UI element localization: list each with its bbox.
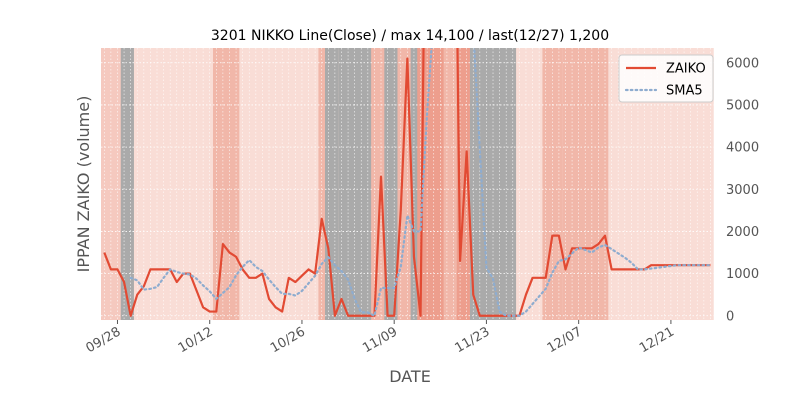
y-tick-label: 3000 — [726, 183, 759, 198]
y-tick-label: 1000 — [726, 267, 759, 282]
legend: ZAIKO SMA5 — [618, 54, 714, 103]
series-line-zaiko — [103, 48, 711, 317]
chart-title: 3201 NIKKO Line(Close) / max 14,100 / la… — [211, 28, 609, 44]
x-axis-label: DATE — [389, 367, 431, 386]
y-axis-label: IPPAN ZAIKO (volume) — [74, 96, 93, 273]
x-tick-label: 09/28 — [84, 324, 124, 356]
x-tick-label: 10/26 — [268, 324, 308, 356]
y-tick-label: 2000 — [726, 225, 759, 240]
x-tick-label: 12/07 — [545, 324, 585, 356]
x-axis-ticks: 09/28 10/12 10/26 11/09 11/23 12/07 12/21 — [84, 320, 677, 356]
y-tick-label: 0 — [726, 309, 734, 324]
x-tick-label: 12/21 — [637, 324, 677, 356]
background-band — [542, 48, 563, 320]
y-axis-ticks: 0 1000 2000 3000 4000 5000 6000 — [726, 56, 759, 324]
background-band — [562, 48, 609, 320]
x-tick-label: 11/09 — [360, 324, 400, 356]
x-tick-label: 10/12 — [176, 324, 216, 356]
y-tick-label: 6000 — [726, 56, 759, 71]
series-line-sma5 — [129, 48, 712, 317]
y-tick-label: 5000 — [726, 98, 759, 113]
x-tick-label: 11/23 — [452, 324, 492, 356]
background-band — [213, 48, 240, 320]
legend-label-zaiko: ZAIKO — [666, 62, 706, 77]
plot-background — [101, 48, 719, 320]
series-layer — [103, 48, 712, 317]
y-tick-label: 4000 — [726, 141, 759, 156]
legend-label-sma5: SMA5 — [666, 84, 703, 99]
